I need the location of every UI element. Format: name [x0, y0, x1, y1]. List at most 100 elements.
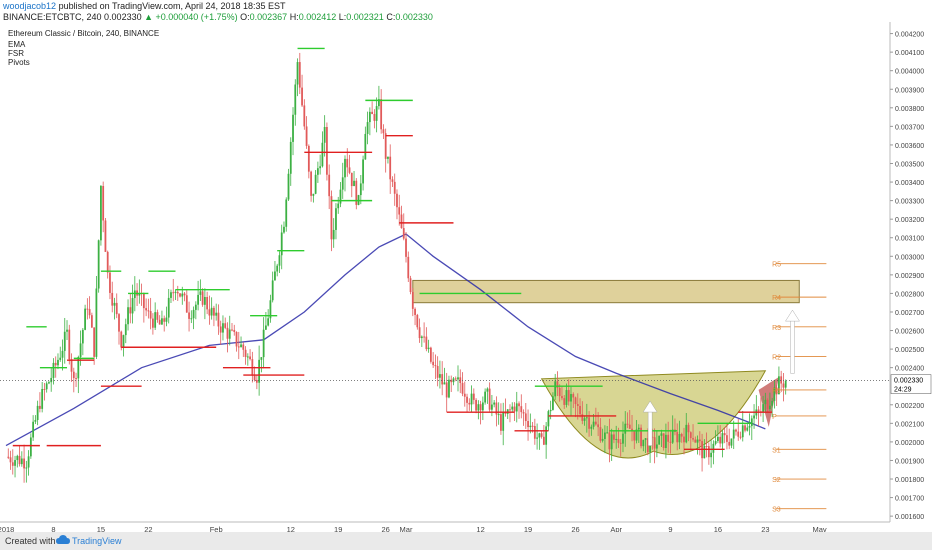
price-tick-label: 0.003600 — [895, 143, 924, 150]
time-tick-label: Mar — [400, 525, 413, 532]
candle-body — [319, 166, 322, 169]
price-tick-label: 0.002400 — [895, 366, 924, 373]
candle-body — [115, 302, 118, 315]
candle-body — [689, 432, 692, 439]
resistance-zone-box[interactable] — [412, 279, 800, 304]
symbol-label: BINANCE:ETCBTC, 240 — [3, 12, 102, 22]
candle-body — [434, 365, 437, 367]
candle-body — [658, 435, 661, 445]
candle-body — [321, 142, 324, 167]
candle-body — [448, 379, 450, 398]
candle-body — [366, 122, 369, 134]
up-arrow-shaft[interactable] — [647, 410, 653, 446]
candle-body — [576, 404, 579, 406]
time-tick-label: 2018 — [0, 525, 14, 532]
price-chart[interactable]: 0.004200 0.004100 0.004000 0.003900 0.003800… — [0, 22, 932, 532]
up-arrow-icon[interactable] — [785, 309, 800, 322]
price-tick-label: 0.003500 — [895, 161, 924, 168]
candle-body — [208, 309, 211, 316]
candle-body — [174, 291, 177, 293]
candle-body — [475, 399, 477, 411]
candle-body — [307, 145, 310, 172]
candle-body — [775, 387, 778, 395]
candle-body — [518, 403, 520, 407]
candle-body — [176, 291, 179, 294]
bar-countdown-label: 24:29 — [894, 387, 912, 394]
candle-body — [154, 312, 157, 328]
candle-body — [145, 308, 148, 311]
candle-body — [581, 414, 584, 421]
candle-body — [203, 296, 206, 305]
price-tick-label: 0.003000 — [895, 254, 924, 261]
candle-body — [29, 437, 32, 457]
pivot-label: R2 — [772, 355, 781, 362]
up-arrow-shaft[interactable] — [790, 319, 795, 374]
candle-body — [323, 127, 326, 143]
author-link[interactable]: woodjacob12 — [3, 1, 57, 11]
candle-body — [624, 423, 627, 434]
candle-body — [545, 426, 548, 445]
candle-body — [773, 387, 776, 401]
candle-body — [344, 158, 346, 178]
candle-body — [579, 405, 581, 415]
candle-body — [244, 349, 247, 357]
indicator-label: FSR — [8, 49, 24, 58]
cup-pattern-shape[interactable] — [540, 370, 767, 459]
candle-body — [14, 460, 16, 466]
candle-body — [382, 129, 385, 134]
candle-body — [152, 318, 154, 328]
candle-body — [129, 307, 132, 314]
time-tick-label: 15 — [97, 525, 105, 532]
candle-body — [592, 421, 595, 427]
candle-body — [533, 426, 536, 439]
candle-body — [346, 158, 349, 168]
candle-body — [633, 431, 636, 441]
candle-body — [172, 292, 175, 294]
candle-body — [384, 133, 387, 159]
candle-body — [488, 388, 491, 410]
candle-body — [491, 404, 493, 410]
candle-body — [201, 291, 204, 305]
candle-body — [262, 329, 265, 358]
price-tick-label: 0.002800 — [895, 291, 924, 298]
candle-body — [646, 438, 649, 453]
candle-body — [653, 437, 656, 449]
candle-body — [269, 300, 272, 319]
candle-body — [420, 336, 423, 339]
price-tick-label: 0.001600 — [895, 514, 924, 521]
candle-body — [597, 424, 600, 428]
candle-body — [274, 271, 276, 281]
candle-body — [540, 433, 543, 437]
price-tick-label: 0.003300 — [895, 199, 924, 206]
open-label: O: — [240, 12, 250, 22]
footer-bar: Created with TradingView — [0, 532, 932, 550]
candle-body — [224, 323, 227, 328]
candle-body — [20, 458, 23, 465]
quote-line: BINANCE:ETCBTC, 240 0.002330 ▲ +0.000040… — [3, 12, 433, 22]
candle-body — [95, 288, 98, 357]
candle-body — [158, 319, 161, 325]
candle-body — [373, 114, 376, 121]
candle-body — [398, 207, 401, 215]
candle-body — [359, 183, 362, 196]
candle-body — [237, 346, 240, 348]
up-arrow-icon[interactable] — [642, 400, 658, 413]
price-tick-label: 0.003800 — [895, 106, 924, 113]
candle-body — [439, 374, 441, 378]
candle-body — [768, 405, 771, 409]
candle-body — [314, 174, 317, 194]
time-tick-label: 12 — [476, 525, 484, 532]
candle-body — [93, 327, 96, 357]
candle-body — [739, 436, 742, 438]
candle-body — [640, 427, 642, 447]
tradingview-brand[interactable]: TradingView — [72, 536, 122, 546]
candle-body — [260, 357, 263, 360]
candle-body — [294, 84, 297, 115]
candle-body — [778, 376, 780, 395]
candle-body — [486, 388, 489, 392]
candle-body — [495, 402, 498, 415]
candle-body — [497, 414, 500, 416]
low-value: 0.002321 — [346, 12, 384, 22]
candle-body — [732, 429, 735, 439]
candle-body — [335, 208, 337, 230]
